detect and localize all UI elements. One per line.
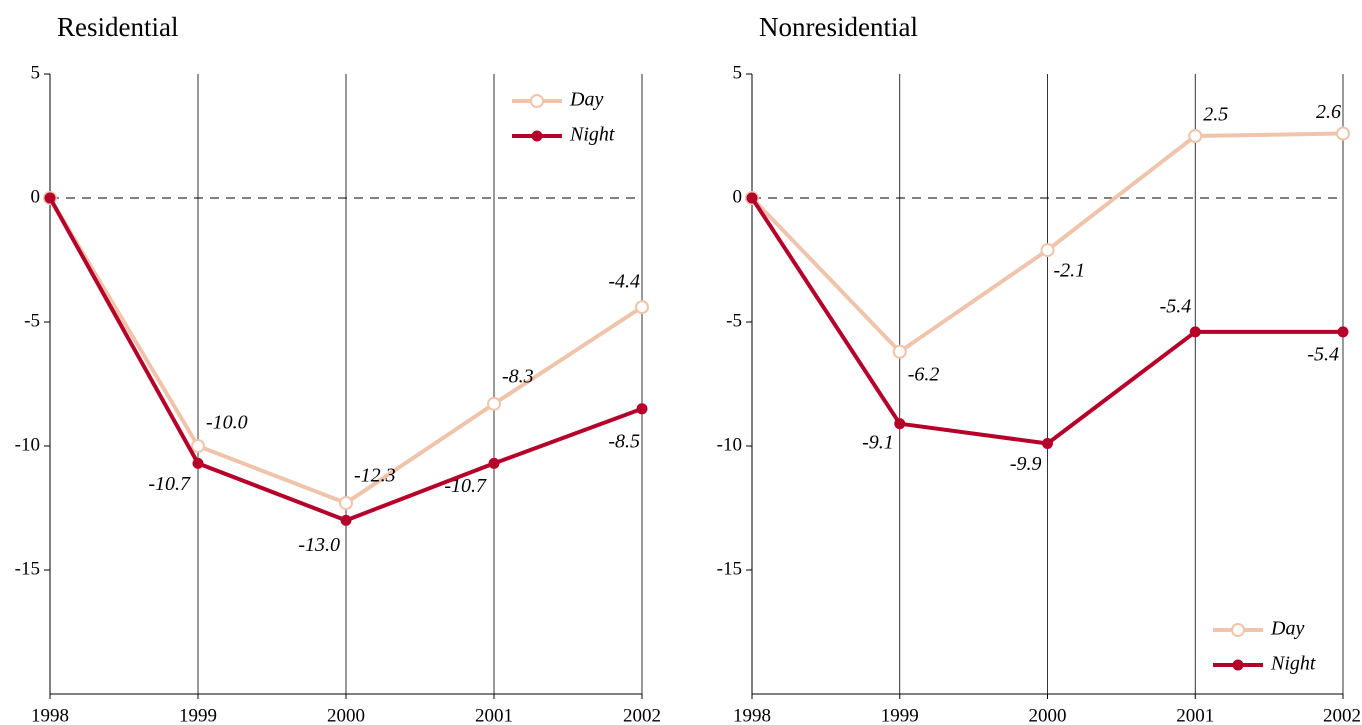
legend-marker	[531, 130, 543, 142]
y-tick-label: -10	[15, 434, 40, 455]
x-tick-label: 2000	[327, 705, 365, 725]
data-label: -4.4	[608, 271, 640, 293]
x-tick-label: 2000	[1029, 705, 1067, 725]
data-label: -9.9	[1010, 453, 1042, 475]
marker	[192, 457, 204, 469]
x-tick-label: 1998	[31, 705, 69, 725]
marker	[487, 396, 501, 411]
y-tick-label: -15	[717, 558, 742, 579]
legend-label: Day	[569, 89, 603, 111]
data-label: -12.3	[354, 465, 396, 487]
marker	[1040, 243, 1055, 258]
marker	[635, 300, 649, 315]
marker	[636, 403, 648, 415]
x-tick-label: 2002	[1323, 705, 1361, 725]
x-tick-label: 2002	[623, 705, 661, 725]
y-tick-label: -15	[15, 558, 40, 579]
data-label: -6.2	[908, 363, 940, 385]
marker	[488, 457, 500, 469]
x-tick-label: 2001	[1176, 705, 1214, 725]
y-tick-label: -5	[726, 310, 742, 331]
legend-marker	[1231, 623, 1245, 637]
data-label: 2.6	[1316, 101, 1341, 123]
marker	[1188, 129, 1203, 143]
data-label: -10.7	[148, 473, 191, 495]
chart-title: Residential	[57, 12, 178, 42]
y-tick-label: 5	[733, 62, 743, 83]
legend-label: Night	[1270, 653, 1316, 675]
marker	[339, 496, 353, 511]
marker	[1042, 438, 1053, 450]
data-label: -5.4	[1160, 296, 1192, 318]
data-label: -10.7	[444, 475, 487, 497]
y-tick-label: -5	[24, 310, 40, 331]
data-label: -8.5	[608, 430, 640, 452]
y-tick-label: 0	[31, 186, 41, 207]
data-label: -9.1	[862, 431, 894, 453]
marker	[746, 192, 758, 204]
data-label: -2.1	[1054, 260, 1086, 282]
data-label: 2.5	[1203, 104, 1228, 126]
x-tick-label: 1999	[179, 705, 217, 725]
data-label: -10.0	[206, 412, 248, 434]
y-tick-label: 5	[31, 62, 41, 83]
x-tick-label: 2001	[475, 705, 513, 725]
marker	[44, 192, 56, 204]
legend-marker	[1232, 659, 1244, 671]
legend-label: Day	[1270, 618, 1304, 640]
y-tick-label: 0	[733, 186, 743, 207]
marker	[892, 344, 907, 359]
legend-marker	[530, 94, 544, 108]
marker	[894, 418, 906, 430]
data-label: -8.3	[502, 365, 534, 387]
x-tick-label: 1998	[733, 705, 771, 725]
y-tick-label: -10	[717, 434, 742, 455]
chart-title: Nonresidential	[759, 12, 918, 42]
x-tick-label: 1999	[881, 705, 919, 725]
legend-label: Night	[569, 124, 615, 146]
marker	[1337, 326, 1349, 338]
marker	[1189, 326, 1201, 338]
marker	[1336, 126, 1350, 141]
marker	[340, 514, 352, 526]
data-label: -13.0	[298, 534, 340, 556]
data-label: -5.4	[1307, 344, 1339, 366]
marker	[191, 439, 205, 453]
